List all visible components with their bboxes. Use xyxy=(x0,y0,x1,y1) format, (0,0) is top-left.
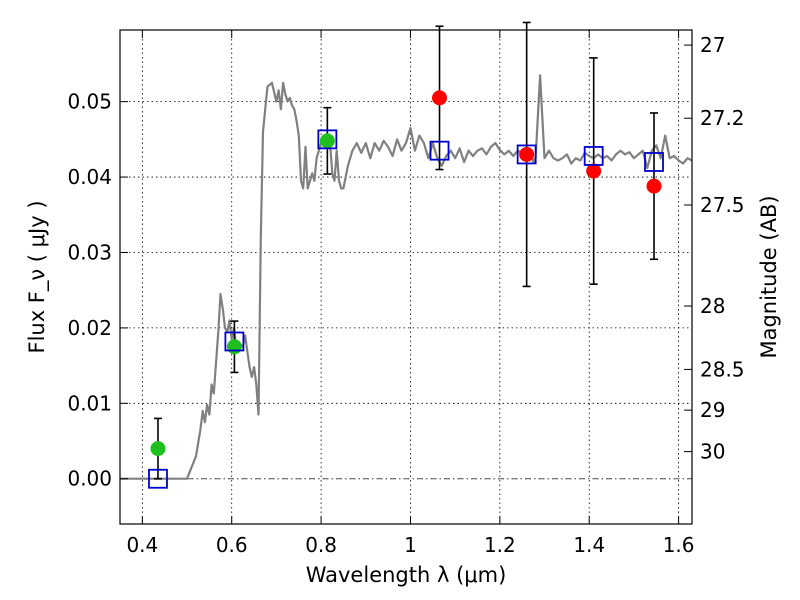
y-tick-label: 0.00 xyxy=(67,467,112,491)
x-tick-label: 1.6 xyxy=(663,533,695,557)
y-tick-label: 0.03 xyxy=(67,240,112,264)
y-tick-label: 0.05 xyxy=(67,90,112,114)
detection-point xyxy=(226,339,242,355)
y-tick-label: 0.01 xyxy=(67,391,112,415)
x-tick-label: 0.6 xyxy=(216,533,248,557)
red-point xyxy=(646,178,662,194)
x-tick-label: 0.8 xyxy=(305,533,337,557)
magnitude-tick-label: 29 xyxy=(700,398,725,422)
sed-model-series xyxy=(120,74,693,480)
x-tick-label: 1.2 xyxy=(484,533,516,557)
magnitude-axis-ticks: 27 27.2 27.5 28 28.5 29 30 xyxy=(684,33,745,464)
model-band-square xyxy=(516,144,537,165)
y-axis-label: Flux F_ν ( μJy ) xyxy=(25,200,50,353)
model-band-square xyxy=(583,146,604,166)
detection-point xyxy=(150,441,166,457)
model-band-square xyxy=(429,140,450,161)
magnitude-tick-label: 27 xyxy=(700,33,725,57)
error-bars xyxy=(153,21,659,480)
magnitude-axis-label: Magnitude (AB) xyxy=(757,195,781,358)
magnitude-tick-label: 30 xyxy=(700,440,725,464)
x-axis-label: Wavelength λ (μm) xyxy=(306,563,507,587)
model-band-square xyxy=(644,152,664,172)
model-band-square xyxy=(317,129,338,150)
magnitude-tick-label: 27.5 xyxy=(700,193,745,217)
red-point xyxy=(432,90,448,106)
y-tick-label: 0.02 xyxy=(67,316,112,340)
magnitude-tick-label: 28 xyxy=(700,294,725,318)
magnitude-tick-label: 27.2 xyxy=(700,106,745,130)
sed-model-line xyxy=(120,74,693,480)
x-axis-ticks: 0.4 0.6 0.8 1 1.2 1.4 1.6 xyxy=(126,30,695,557)
y-tick-label: 0.04 xyxy=(67,165,112,189)
plot-frame xyxy=(119,29,693,525)
model-band-square xyxy=(224,331,245,352)
grid-lines xyxy=(120,30,692,524)
model-band-square xyxy=(148,468,168,489)
y-axis-ticks: 0.00 0.01 0.02 0.03 0.04 0.05 xyxy=(67,90,128,491)
x-tick-label: 0.4 xyxy=(126,533,158,557)
red-point xyxy=(586,163,602,179)
model-band-markers xyxy=(148,129,664,489)
x-tick-label: 1 xyxy=(404,533,417,557)
magnitude-tick-label: 28.5 xyxy=(700,357,745,381)
detection-point xyxy=(319,133,335,149)
x-tick-label: 1.4 xyxy=(573,533,605,557)
red-point xyxy=(519,146,535,162)
